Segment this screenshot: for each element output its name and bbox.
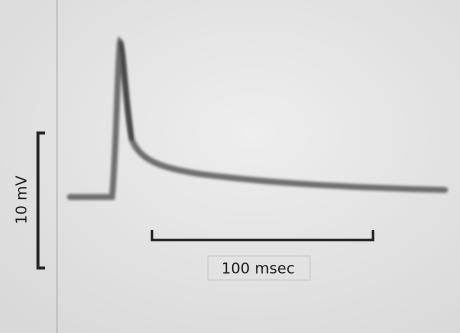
voltage-label: 10 mV <box>13 175 31 224</box>
time-label: 100 msec <box>221 260 294 278</box>
background <box>0 0 460 333</box>
oscilloscope-photo: 10 mV 100 msec <box>0 0 460 333</box>
